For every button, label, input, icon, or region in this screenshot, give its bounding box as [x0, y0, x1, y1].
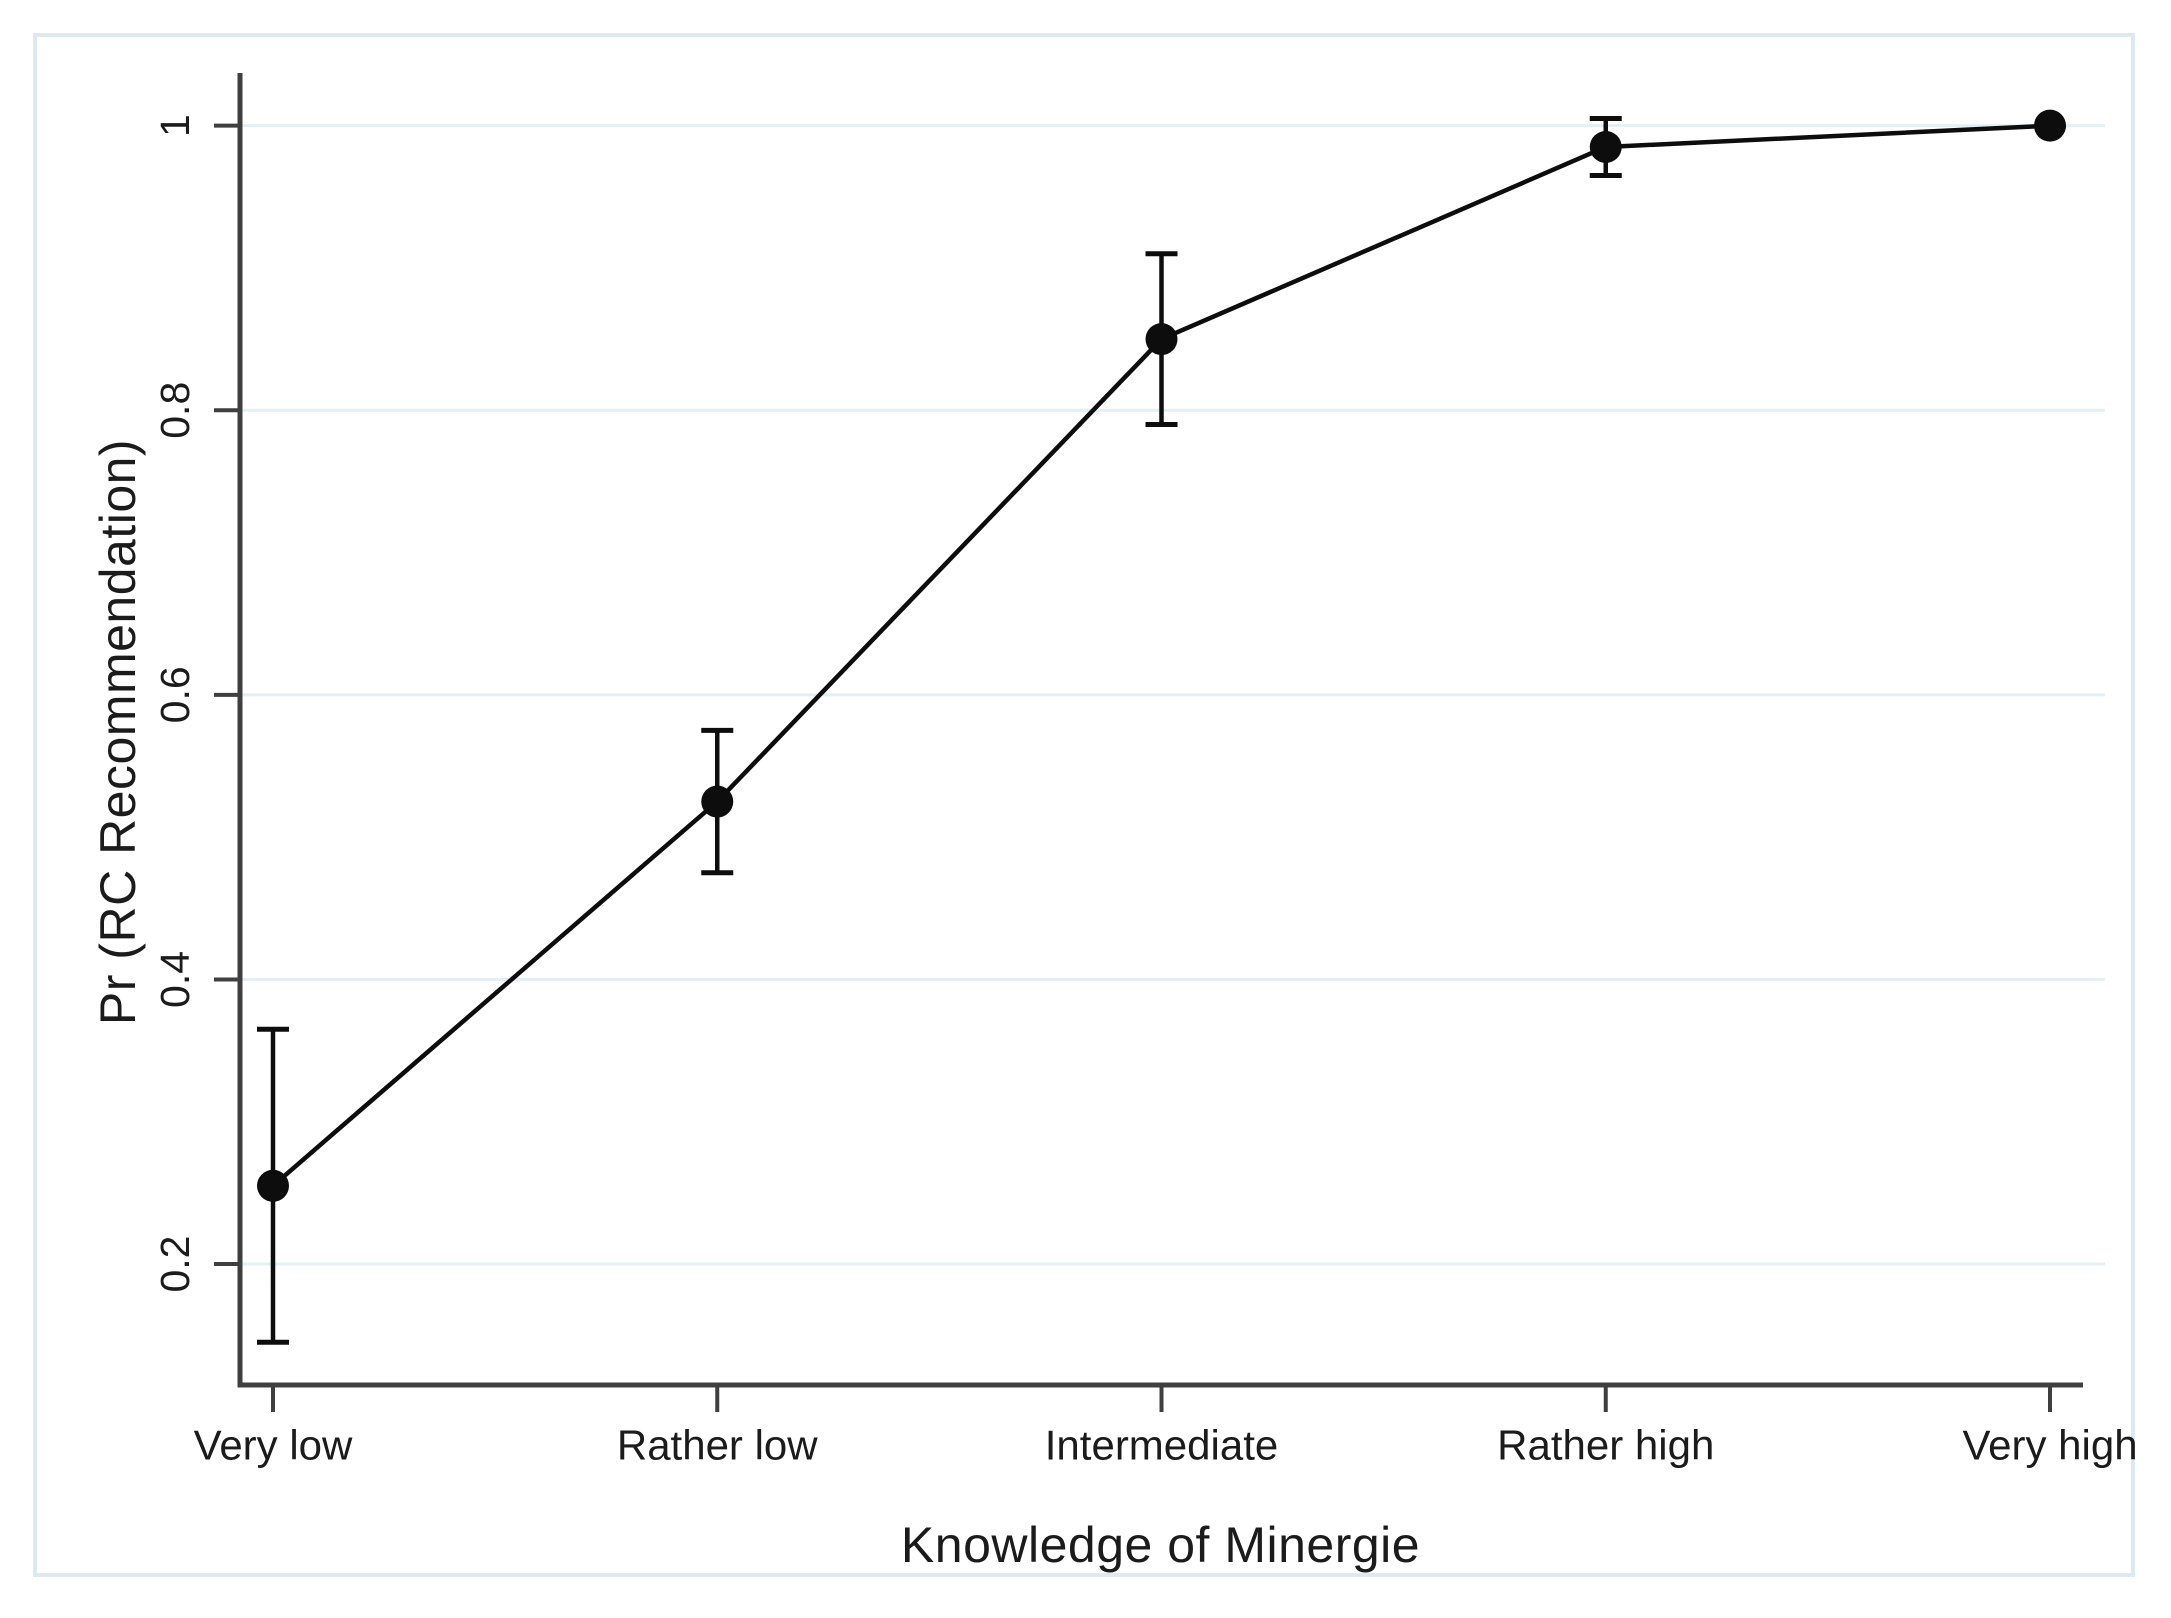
data-point-marker: [701, 785, 734, 818]
y-tick-label: 0.8: [152, 382, 198, 439]
x-axis-title: Knowledge of Minergie: [900, 1517, 1421, 1573]
data-point-marker: [2034, 109, 2066, 142]
x-tick-label: Intermediate: [1045, 1422, 1278, 1469]
figure-frame: [33, 33, 2135, 1577]
y-tick-label: 0.4: [152, 951, 198, 1008]
x-tick-label: Rather low: [617, 1422, 818, 1469]
data-point-marker: [257, 1169, 289, 1202]
data-point-marker: [1589, 130, 1622, 163]
x-tick-label: Very high: [1962, 1422, 2137, 1469]
data-point-marker: [1145, 323, 1178, 356]
y-axis-title: Pr (RC Recommendation): [90, 438, 146, 1026]
x-tick-label: Rather high: [1497, 1422, 1714, 1469]
y-tick-label: 0.2: [152, 1236, 198, 1293]
y-tick-label: 0.6: [152, 666, 198, 723]
x-tick-label: Very low: [194, 1422, 353, 1469]
y-tick-label: 1: [152, 114, 198, 137]
